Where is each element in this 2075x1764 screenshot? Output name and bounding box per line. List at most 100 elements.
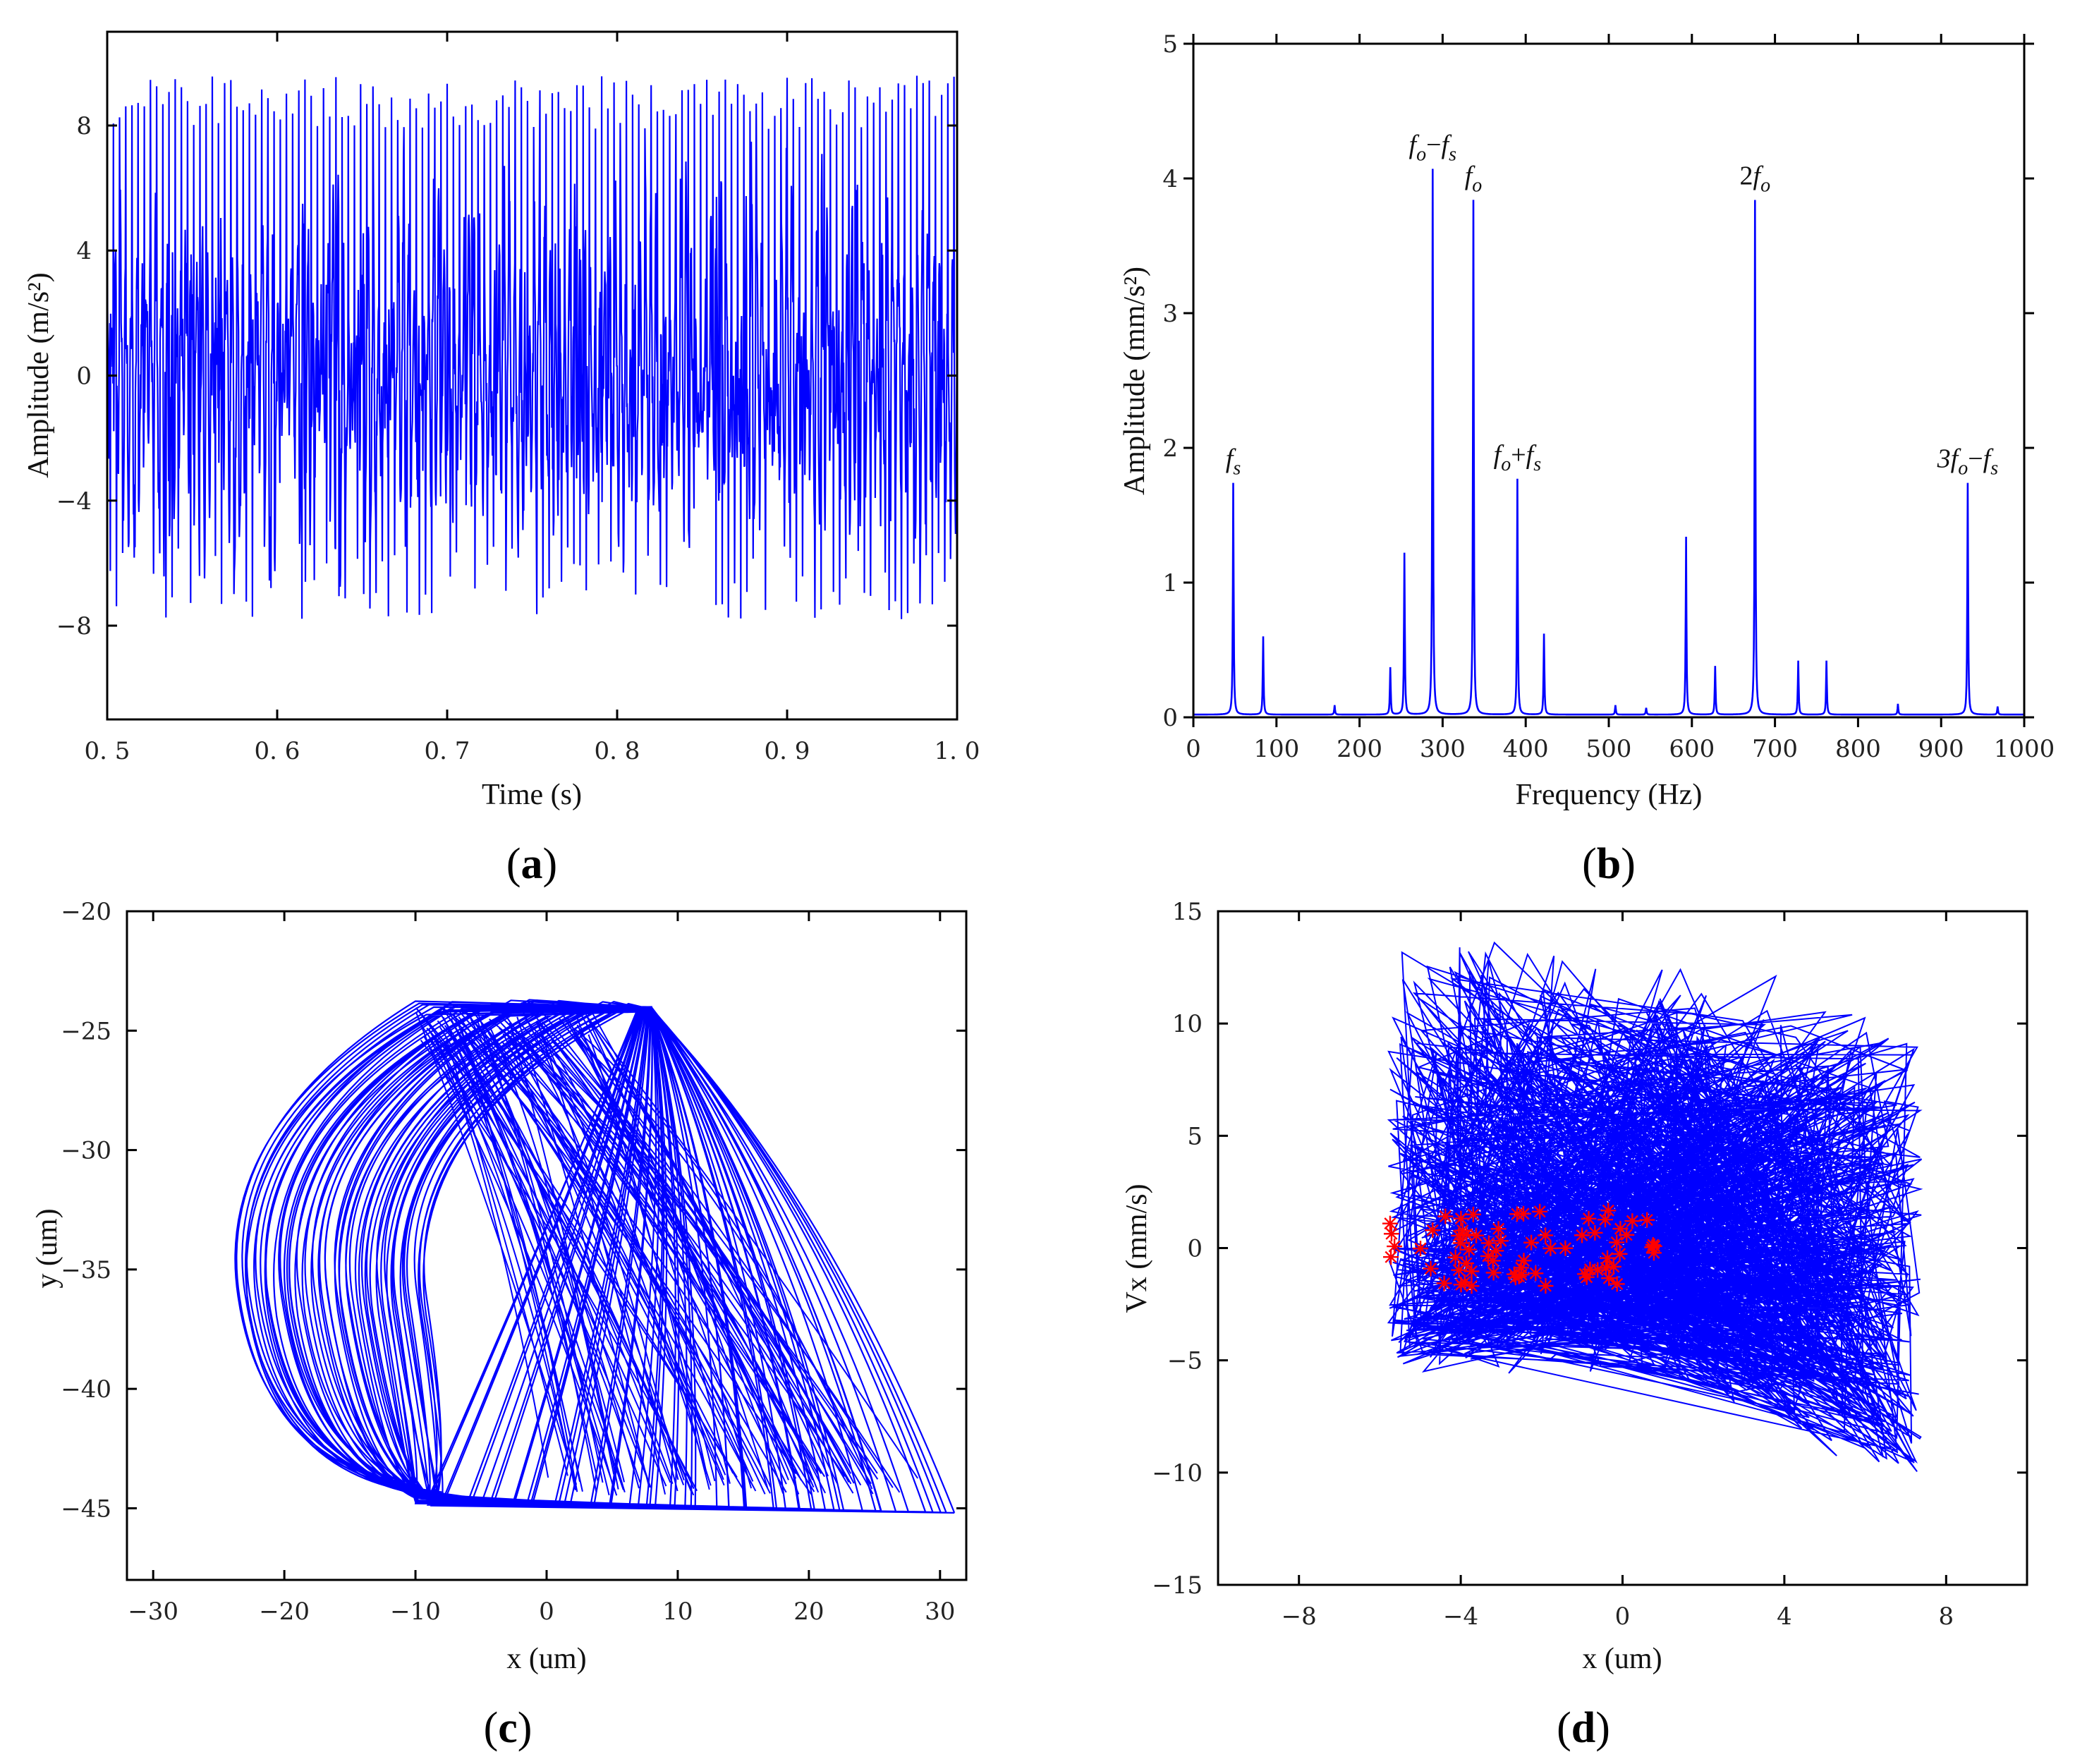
poincare-marker (1383, 1249, 1399, 1265)
y-tick-label: 15 (1172, 898, 1203, 926)
y-tick-label: −45 (61, 1495, 111, 1523)
poincare-marker (1624, 1213, 1641, 1229)
poincare-marker (1451, 1262, 1467, 1278)
x-tick-label: −4 (1443, 1602, 1478, 1631)
poincare-marker (1436, 1275, 1452, 1291)
poincare-marker (1516, 1205, 1532, 1222)
poincare-marker (1437, 1208, 1454, 1224)
poincare-marker (1574, 1227, 1590, 1243)
x-tick-label: 0. 5 (85, 737, 130, 765)
x-tick-label: 800 (1835, 735, 1881, 763)
poincare-marker (1514, 1267, 1530, 1283)
chart-a-xlabel: Time (s) (482, 779, 582, 811)
x-tick-label: 300 (1420, 735, 1466, 763)
poincare-marker (1492, 1233, 1509, 1249)
poincare-marker (1413, 1241, 1429, 1257)
poincare-marker (1600, 1250, 1616, 1266)
x-tick-label: 0 (1186, 735, 1201, 763)
chart-c: −30 −20 −10 0 10 20 30 −20 −25 −30 −35 −40 −45 x (um… (31, 898, 968, 1752)
poincare-marker (1557, 1240, 1574, 1256)
y-tick-label: 10 (1172, 1010, 1203, 1038)
peak-annotation: fo​+fs​ (1494, 440, 1542, 475)
x-tick-label: 10 (662, 1598, 693, 1626)
poincare-marker (1523, 1234, 1540, 1251)
chart-d-poincare-points (1382, 1203, 1662, 1294)
poincare-marker (1425, 1222, 1441, 1239)
poincare-marker (1480, 1235, 1497, 1251)
peak-annotation: 2fo​ (1740, 161, 1771, 196)
chart-d: −8 −4 0 4 8 15 10 5 0 −5 −10 −15 x (um) Vx (mm/s) (… (1121, 898, 2028, 1752)
x-tick-label: 8 (1938, 1602, 1954, 1631)
poincare-marker (1609, 1276, 1625, 1292)
panel-label-b: (b) (1582, 840, 1636, 888)
poincare-marker (1639, 1212, 1655, 1228)
x-tick-label: 20 (793, 1598, 824, 1626)
poincare-marker (1528, 1265, 1544, 1282)
chart-a-ticks: 0. 5 0. 6 0. 7 0. 8 0. 9 1. 0 −8 −4 0 4 8 (56, 32, 980, 765)
x-tick-label: −8 (1282, 1602, 1317, 1631)
chart-c-ylabel: y (um) (31, 1208, 63, 1288)
poincare-marker (1581, 1210, 1597, 1227)
poincare-marker (1458, 1255, 1474, 1272)
poincare-marker (1485, 1253, 1501, 1269)
y-tick-label: 5 (1187, 1122, 1203, 1150)
y-tick-label: 0 (76, 363, 92, 391)
peak-annotation: 3fo​−fs​ (1937, 444, 1999, 479)
chart-d-ticks: −8 −4 0 4 8 15 10 5 0 −5 −10 −15 (1152, 898, 2027, 1631)
chart-b-ticks: 0 100 200 300 400 500 600 700 800 900 1000 0 1 2 3 4 5 (1162, 30, 2055, 763)
chart-c-orbit (234, 999, 956, 1514)
x-tick-label: −10 (390, 1598, 441, 1626)
x-tick-label: 0 (1615, 1602, 1631, 1631)
x-tick-label: 600 (1669, 735, 1715, 763)
poincare-marker (1612, 1221, 1629, 1237)
x-tick-label: −20 (259, 1598, 310, 1626)
poincare-marker (1382, 1215, 1398, 1231)
y-tick-label: 8 (76, 112, 92, 140)
poincare-marker (1461, 1241, 1477, 1258)
poincare-marker (1383, 1226, 1399, 1242)
chart-d-ylabel: Vx (mm/s) (1121, 1184, 1153, 1313)
poincare-marker (1387, 1239, 1403, 1255)
x-tick-label: 400 (1503, 735, 1549, 763)
y-tick-label: 5 (1162, 30, 1178, 59)
chart-b-annotations: fs​ fo​−fs​ fo​ fo​+fs​ 2fo​ 3fo​−fs​ (1226, 130, 1998, 479)
y-tick-label: −15 (1152, 1571, 1203, 1600)
poincare-marker (1423, 1260, 1439, 1277)
panel-label-c: (c) (484, 1704, 533, 1752)
poincare-marker (1490, 1221, 1507, 1237)
poincare-marker (1542, 1240, 1559, 1256)
y-tick-label: 4 (1162, 165, 1178, 193)
chart-b-frame (1192, 42, 2026, 719)
poincare-marker (1587, 1224, 1603, 1241)
peak-annotation: fs​ (1226, 444, 1241, 479)
poincare-marker (1605, 1258, 1621, 1275)
y-tick-label: 4 (76, 237, 92, 265)
chart-a-ylabel: Amplitude (m/s²) (23, 272, 55, 478)
spectrum-series (1193, 169, 2024, 716)
poincare-marker (1465, 1206, 1481, 1222)
chart-a: 0. 5 0. 6 0. 7 0. 8 0. 9 1. 0 −8 −4 0 4 8 Time (s)… (23, 30, 980, 888)
x-tick-label: 0. 6 (255, 737, 300, 765)
chart-d-trajectory (1387, 941, 1923, 1473)
x-tick-label: 1. 0 (935, 737, 980, 765)
peak-annotation: fo​−fs​ (1409, 130, 1457, 165)
chart-b-xlabel: Frequency (Hz) (1516, 779, 1703, 811)
acceleration-series (106, 75, 959, 619)
poincare-marker (1464, 1263, 1480, 1279)
poincare-marker (1532, 1203, 1548, 1219)
y-tick-label: −5 (1167, 1347, 1203, 1375)
chart-c-xlabel: x (um) (506, 1643, 586, 1675)
poincare-marker (1597, 1212, 1613, 1228)
poincare-marker (1582, 1261, 1598, 1277)
panel-label-d: (d) (1557, 1704, 1610, 1752)
poincare-marker (1464, 1278, 1480, 1294)
x-tick-label: 700 (1752, 735, 1798, 763)
phase-trajectory (1387, 941, 1923, 1473)
poincare-marker (1609, 1234, 1625, 1251)
x-tick-label: 100 (1253, 735, 1299, 763)
x-tick-label: −30 (128, 1598, 178, 1626)
y-tick-label: −20 (61, 898, 111, 926)
poincare-marker (1538, 1278, 1554, 1294)
chart-b: 0 100 200 300 400 500 600 700 800 900 1000 0 1 2 3 4 5 f… (1119, 30, 2055, 888)
